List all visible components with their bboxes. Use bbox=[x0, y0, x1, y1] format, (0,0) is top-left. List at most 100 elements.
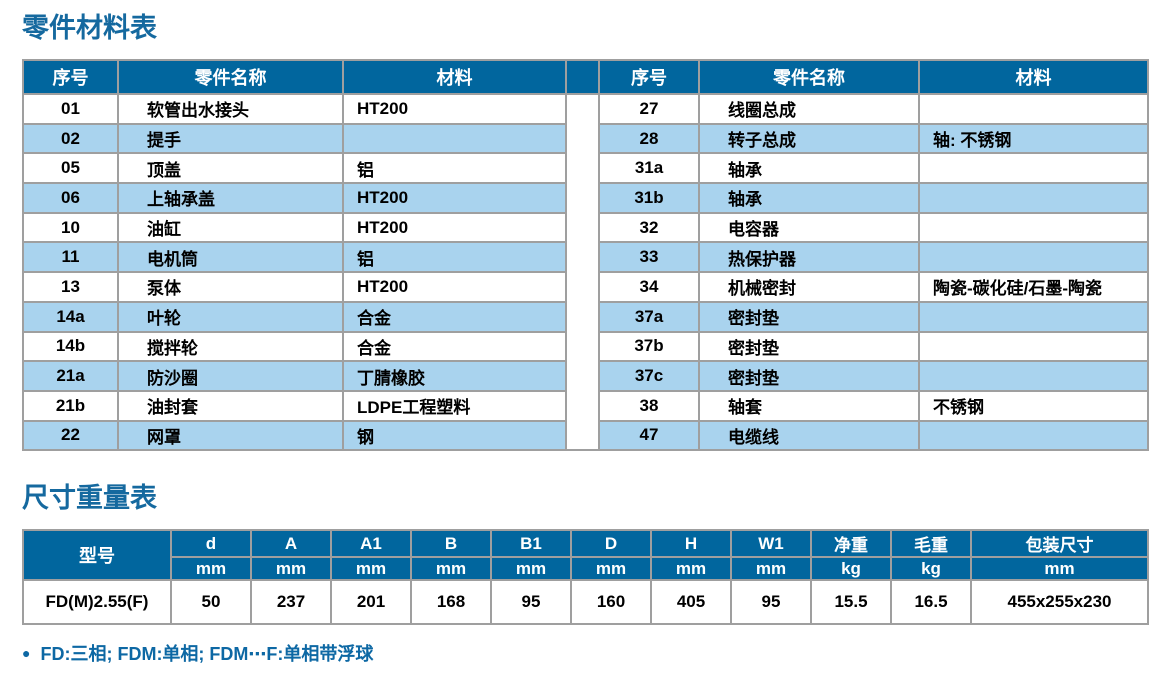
cell-part-name: 线圈总成 bbox=[698, 93, 920, 125]
dims-table-header: 型号 d A A1 B B1 D H W1 净重 毛重 包装尺寸 mm mm m… bbox=[22, 529, 1149, 582]
unit-net-weight: kg bbox=[810, 556, 892, 582]
cell-serial: 32 bbox=[598, 211, 700, 244]
header-b1: B1 bbox=[490, 529, 572, 559]
table-row: 21b 油封套 LDPE工程塑料 38 轴套 不锈钢 bbox=[22, 389, 1149, 422]
cell-material: 轴: 不锈钢 bbox=[918, 122, 1149, 155]
cell-d: 50 bbox=[170, 579, 252, 626]
header-a: A bbox=[250, 529, 332, 559]
table-row: 14b 搅拌轮 合金 37b 密封垫 bbox=[22, 330, 1149, 363]
cell-part-name: 密封垫 bbox=[698, 360, 920, 392]
gap-cell bbox=[565, 331, 600, 362]
cell-part-name: 轴套 bbox=[698, 389, 920, 422]
cell-serial: 11 bbox=[22, 241, 119, 274]
cell-material bbox=[918, 93, 1149, 125]
model-legend-note: ● FD:三相; FDM:单相; FDM⋯F:单相带浮球 bbox=[22, 640, 1147, 666]
cell-material: HT200 bbox=[342, 211, 567, 244]
cell-serial: 28 bbox=[598, 122, 700, 155]
dimensions-table-title: 尺寸重量表 bbox=[22, 483, 157, 514]
cell-material bbox=[342, 122, 567, 155]
header-net-weight: 净重 bbox=[810, 529, 892, 559]
cell-serial: 37a bbox=[598, 300, 700, 333]
cell-material bbox=[918, 330, 1149, 363]
parts-table-header: 序号 零件名称 材料 序号 零件名称 材料 bbox=[22, 59, 1149, 95]
bullet-icon: ● bbox=[22, 645, 31, 662]
table-row: 02 提手 28 转子总成 轴: 不锈钢 bbox=[22, 122, 1149, 155]
cell-b: 168 bbox=[410, 579, 492, 626]
cell-material bbox=[918, 211, 1149, 244]
header-unit-row: mm mm mm mm mm mm mm mm kg kg mm bbox=[23, 556, 1149, 582]
cell-material: LDPE工程塑料 bbox=[342, 389, 567, 422]
table-row: 05 顶盖 铝 31a 轴承 bbox=[22, 152, 1149, 185]
gap-cell bbox=[565, 212, 600, 243]
cell-material: 钢 bbox=[342, 419, 567, 452]
unit-a1: mm bbox=[330, 556, 412, 582]
cell-part-name: 上轴承盖 bbox=[117, 182, 344, 214]
unit-b: mm bbox=[410, 556, 492, 582]
gap-cell bbox=[565, 361, 600, 391]
header-gross-weight: 毛重 bbox=[890, 529, 972, 559]
cell-part-name: 油封套 bbox=[117, 389, 344, 422]
cell-material: HT200 bbox=[342, 271, 567, 303]
cell-part-name: 密封垫 bbox=[698, 330, 920, 363]
cell-material bbox=[918, 419, 1149, 452]
cell-part-name: 网罩 bbox=[117, 419, 344, 452]
dimensions-weight-table: 型号 d A A1 B B1 D H W1 净重 毛重 包装尺寸 mm mm m… bbox=[22, 529, 1149, 626]
unit-h: mm bbox=[650, 556, 732, 582]
dims-table-body: FD(M)2.55(F) 50 237 201 168 95 160 405 9… bbox=[22, 579, 1149, 626]
cell-serial: 37b bbox=[598, 330, 700, 363]
table-row: 06 上轴承盖 HT200 31b 轴承 bbox=[22, 182, 1149, 214]
cell-part-name: 密封垫 bbox=[698, 300, 920, 333]
cell-serial: 38 bbox=[598, 389, 700, 422]
cell-serial: 13 bbox=[22, 271, 119, 303]
header-gap-cell bbox=[565, 59, 600, 95]
unit-d2: mm bbox=[570, 556, 652, 582]
cell-serial: 31b bbox=[598, 182, 700, 214]
header-serial: 序号 bbox=[598, 59, 700, 95]
cell-part-name: 油缸 bbox=[117, 211, 344, 244]
gap-cell bbox=[565, 420, 600, 452]
header-row: 序号 零件名称 材料 序号 零件名称 材料 bbox=[22, 59, 1149, 95]
model-legend-text: FD:三相; FDM:单相; FDM⋯F:单相带浮球 bbox=[40, 644, 374, 665]
gap-cell bbox=[565, 242, 600, 273]
cell-serial: 06 bbox=[22, 182, 119, 214]
cell-part-name: 叶轮 bbox=[117, 300, 344, 333]
unit-package-size: mm bbox=[970, 556, 1149, 582]
header-a1: A1 bbox=[330, 529, 412, 559]
cell-part-name: 泵体 bbox=[117, 271, 344, 303]
cell-part-name: 电机筒 bbox=[117, 241, 344, 274]
header-package-size: 包装尺寸 bbox=[970, 529, 1149, 559]
parts-table-body: 01 软管出水接头 HT200 27 线圈总成 02 提手 28 转子总成 轴:… bbox=[22, 93, 1149, 452]
cell-serial: 47 bbox=[598, 419, 700, 452]
table-row: 10 油缸 HT200 32 电容器 bbox=[22, 211, 1149, 244]
cell-serial: 22 bbox=[22, 419, 119, 452]
cell-part-name: 防沙圈 bbox=[117, 360, 344, 392]
header-model: 型号 bbox=[22, 529, 172, 582]
unit-d: mm bbox=[170, 556, 252, 582]
table-row: 13 泵体 HT200 34 机械密封 陶瓷-碳化硅/石墨-陶瓷 bbox=[22, 271, 1149, 303]
table-row: 21a 防沙圈 丁腈橡胶 37c 密封垫 bbox=[22, 360, 1149, 392]
cell-a1: 201 bbox=[330, 579, 412, 626]
cell-serial: 14b bbox=[22, 330, 119, 363]
cell-material bbox=[918, 300, 1149, 333]
cell-serial: 34 bbox=[598, 271, 700, 303]
table-row: FD(M)2.55(F) 50 237 201 168 95 160 405 9… bbox=[22, 579, 1149, 626]
gap-cell bbox=[565, 183, 600, 213]
cell-part-name: 电缆线 bbox=[698, 419, 920, 452]
cell-material: 陶瓷-碳化硅/石墨-陶瓷 bbox=[918, 271, 1149, 303]
cell-package-size: 455x255x230 bbox=[970, 579, 1149, 626]
cell-gross-weight: 16.5 bbox=[890, 579, 972, 626]
header-h: H bbox=[650, 529, 732, 559]
cell-part-name: 转子总成 bbox=[698, 122, 920, 155]
cell-material: 丁腈橡胶 bbox=[342, 360, 567, 392]
cell-part-name: 软管出水接头 bbox=[117, 93, 344, 125]
header-serial: 序号 bbox=[22, 59, 119, 95]
cell-serial: 21b bbox=[22, 389, 119, 422]
table-row: 14a 叶轮 合金 37a 密封垫 bbox=[22, 300, 1149, 333]
cell-serial: 01 bbox=[22, 93, 119, 125]
gap-cell bbox=[565, 390, 600, 421]
table-row: 11 电机筒 铝 33 热保护器 bbox=[22, 241, 1149, 274]
cell-part-name: 提手 bbox=[117, 122, 344, 155]
cell-part-name: 搅拌轮 bbox=[117, 330, 344, 363]
cell-material: 合金 bbox=[342, 330, 567, 363]
table-row: 01 软管出水接头 HT200 27 线圈总成 bbox=[22, 93, 1149, 125]
